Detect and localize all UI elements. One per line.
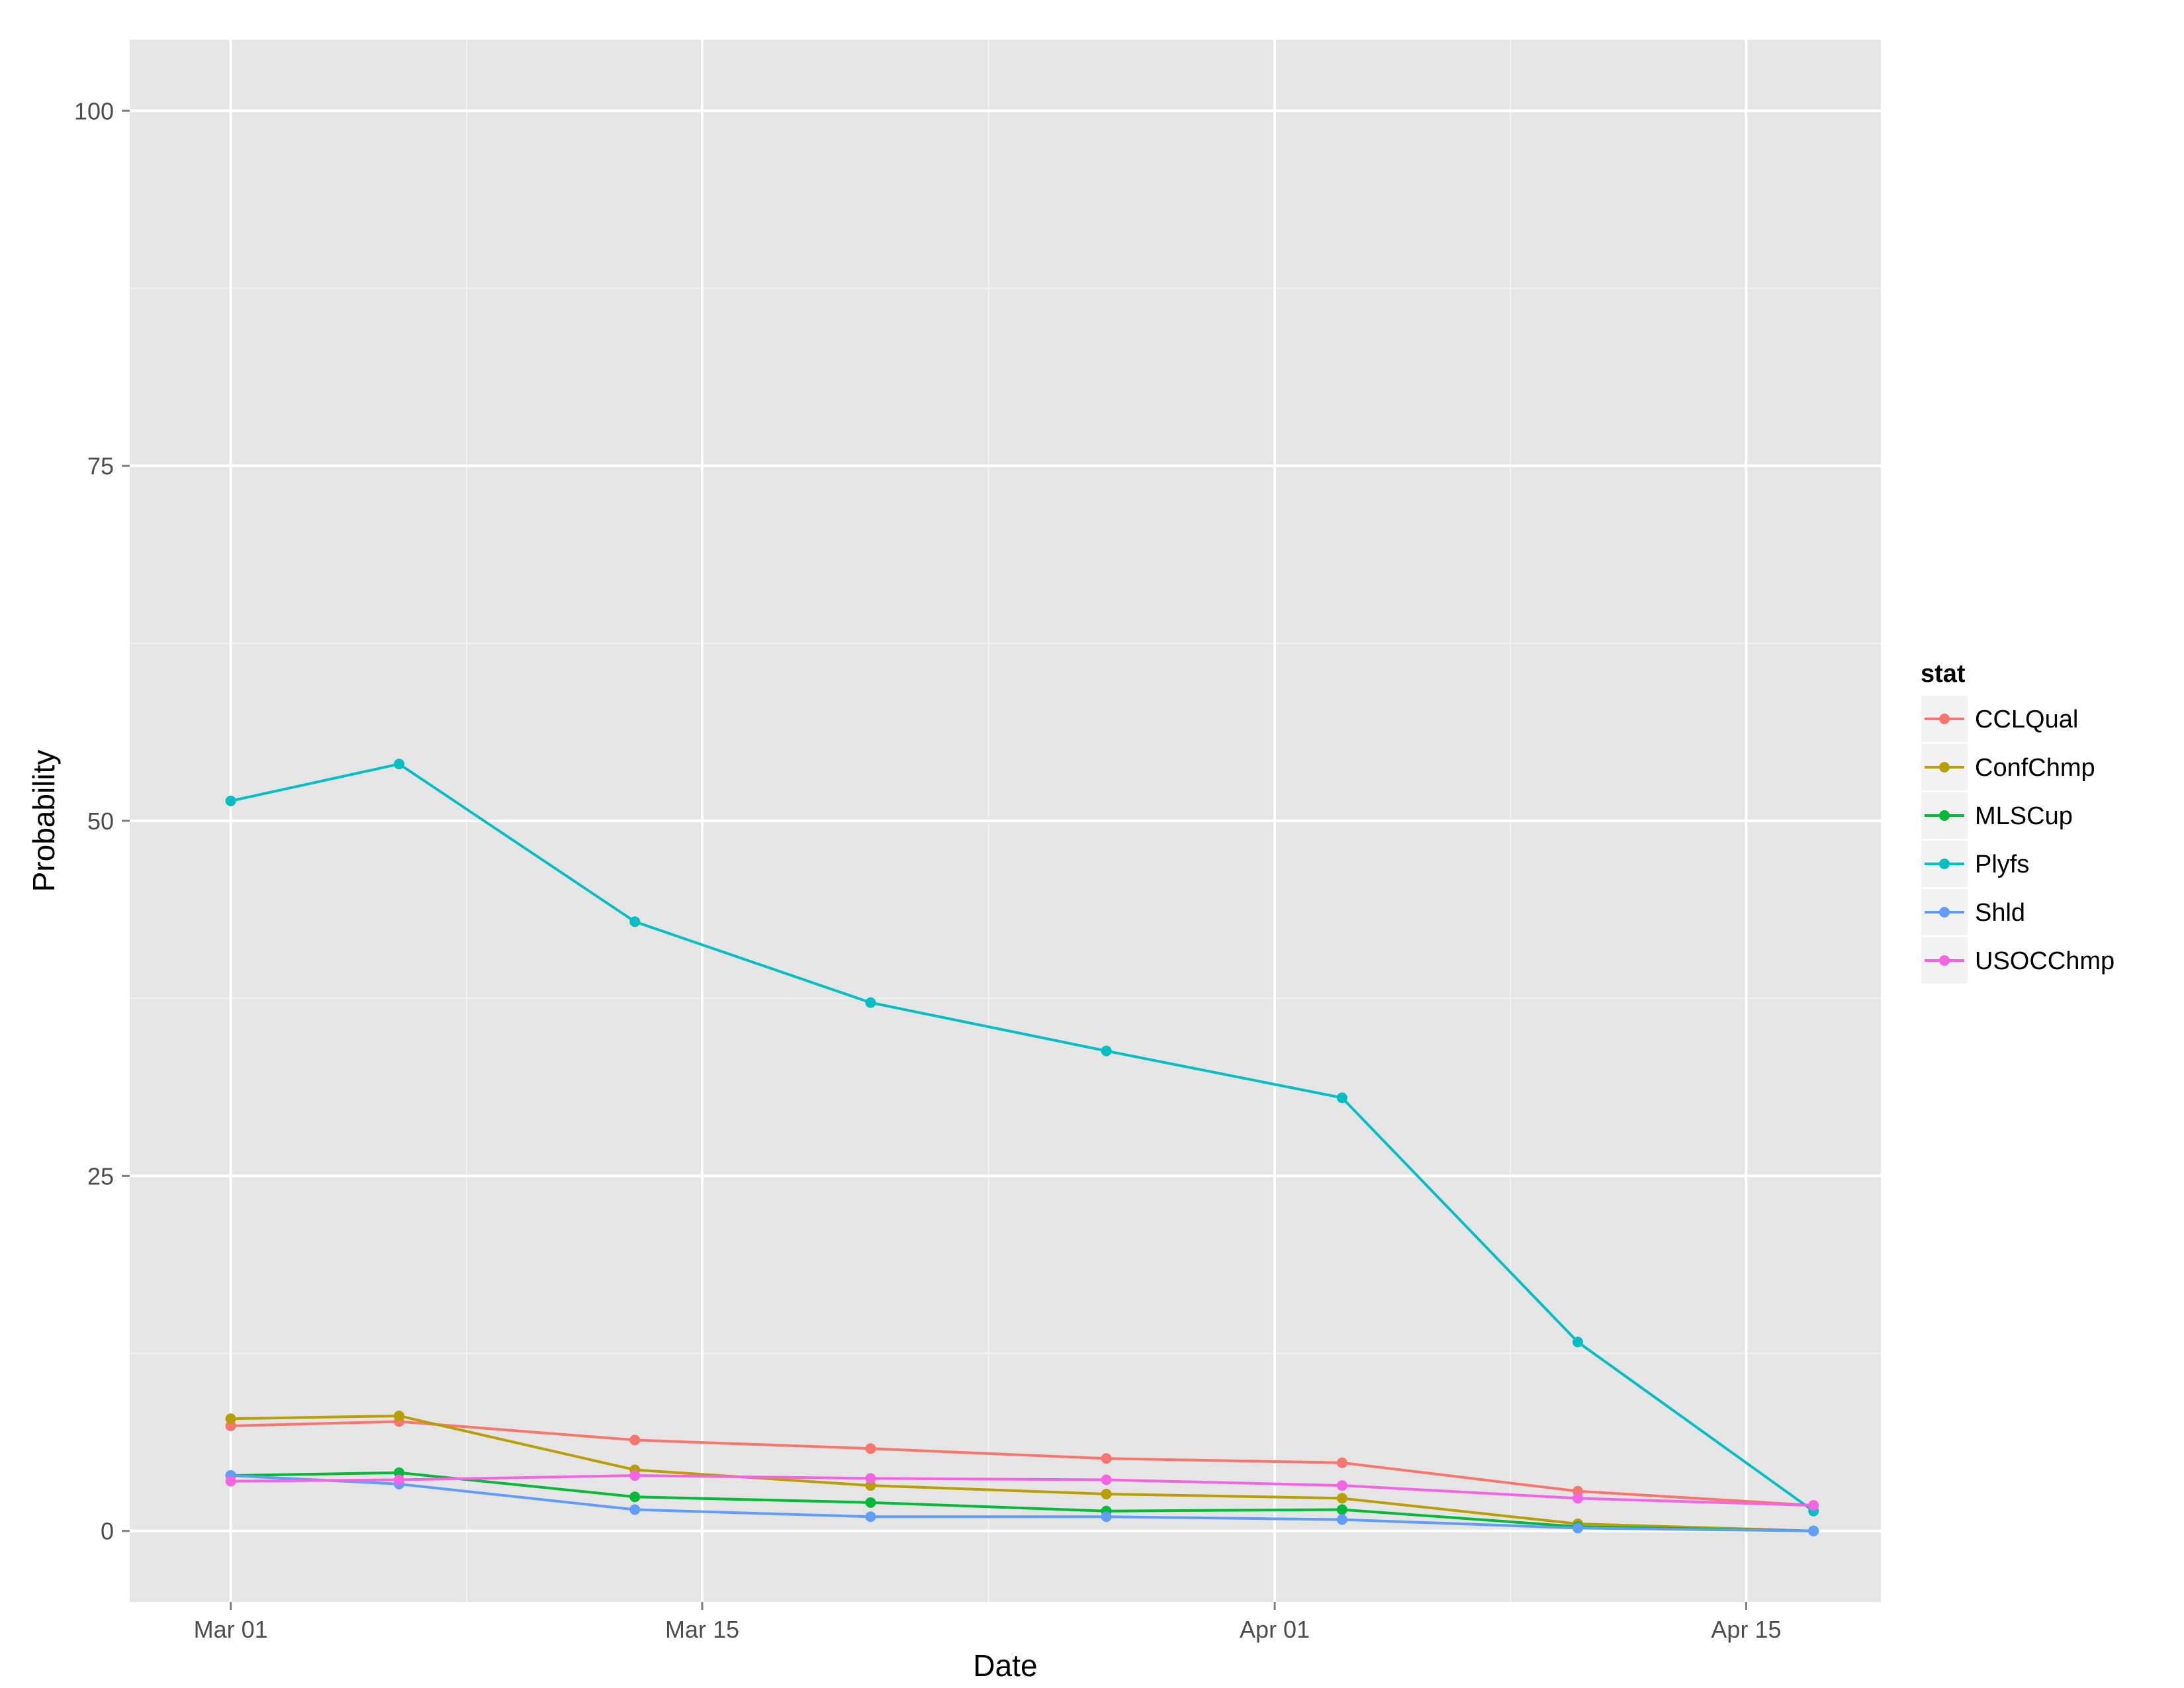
data-point-cclqual — [1336, 1457, 1347, 1468]
data-point-confchmp — [225, 1413, 236, 1425]
legend: stat CCLQual ConfChmp MLSCup Plyfs Shld USOCC… — [1920, 660, 2115, 985]
data-point-plyfs — [225, 795, 236, 806]
data-point-plyfs — [1101, 1045, 1112, 1056]
legend-label-cclqual: CCLQual — [1975, 706, 2078, 733]
x-tick-label: Apr 01 — [1240, 1616, 1310, 1643]
data-point-cclqual — [1101, 1453, 1112, 1464]
y-axis-title: Probability — [26, 750, 61, 892]
y-tick-label: 0 — [101, 1518, 114, 1545]
legend-key-point-mlscup — [1939, 810, 1950, 821]
series-line-mlscup — [230, 1471, 1814, 1532]
legend-key-point-usocchmp — [1939, 955, 1950, 966]
data-point-usocchmp — [865, 1473, 876, 1484]
x-tick-label: Mar 15 — [665, 1616, 739, 1643]
data-point-mlscup — [1336, 1504, 1347, 1515]
x-tick-label: Mar 01 — [194, 1616, 268, 1643]
data-point-usocchmp — [225, 1476, 236, 1487]
data-point-cclqual — [865, 1443, 876, 1454]
y-tick-label: 100 — [74, 97, 114, 124]
legend-label-confchmp: ConfChmp — [1975, 754, 2095, 782]
legend-label-shld: Shld — [1975, 899, 2025, 927]
data-point-plyfs — [394, 759, 405, 770]
series-line-plyfs — [230, 763, 1815, 1513]
data-point-confchmp — [1101, 1488, 1112, 1499]
series-lines — [230, 763, 1815, 1532]
legend-label-mlscup: MLSCup — [1975, 802, 2073, 830]
data-point-plyfs — [629, 916, 641, 927]
data-point-usocchmp — [394, 1474, 405, 1485]
data-point-plyfs — [1336, 1092, 1347, 1103]
data-point-confchmp — [394, 1410, 405, 1421]
y-tick-label: 50 — [87, 808, 114, 835]
major-gridlines — [130, 40, 1881, 1602]
legend-key-point-shld — [1939, 907, 1950, 917]
data-point-usocchmp — [629, 1470, 641, 1481]
x-tick-label: Apr 15 — [1711, 1616, 1781, 1643]
data-point-shld — [865, 1511, 876, 1523]
y-tick-label: 75 — [87, 453, 114, 480]
series-line-usocchmp — [230, 1474, 1814, 1507]
legend-key-point-confchmp — [1939, 762, 1950, 773]
data-point-shld — [1101, 1511, 1112, 1523]
y-tick-label: 25 — [87, 1162, 114, 1190]
data-point-usocchmp — [1336, 1480, 1347, 1491]
data-point-plyfs — [1572, 1336, 1584, 1348]
data-point-confchmp — [1336, 1493, 1347, 1504]
x-axis-title: Date — [973, 1648, 1037, 1683]
legend-label-plyfs: Plyfs — [1975, 851, 2029, 878]
legend-key-point-cclqual — [1939, 714, 1950, 724]
series-points — [225, 759, 1819, 1536]
axes: Mar 01 Mar 15 Apr 01 Apr 15 0 25 50 75 100 — [74, 97, 1782, 1643]
data-point-mlscup — [865, 1497, 876, 1508]
legend-label-usocchmp: USOCChmp — [1975, 947, 2115, 975]
legend-key-point-plyfs — [1939, 859, 1950, 869]
data-point-plyfs — [865, 997, 876, 1008]
series-line-confchmp — [230, 1414, 1814, 1532]
data-point-mlscup — [629, 1491, 641, 1503]
data-point-shld — [1336, 1514, 1347, 1525]
data-point-usocchmp — [1572, 1493, 1584, 1504]
data-point-cclqual — [629, 1434, 641, 1446]
legend-title: stat — [1921, 660, 1966, 688]
series-line-shld — [230, 1474, 1814, 1532]
data-point-shld — [1808, 1525, 1819, 1536]
data-point-usocchmp — [1101, 1474, 1112, 1485]
data-point-shld — [629, 1504, 641, 1515]
data-point-usocchmp — [1808, 1500, 1819, 1511]
data-point-shld — [1572, 1523, 1584, 1534]
